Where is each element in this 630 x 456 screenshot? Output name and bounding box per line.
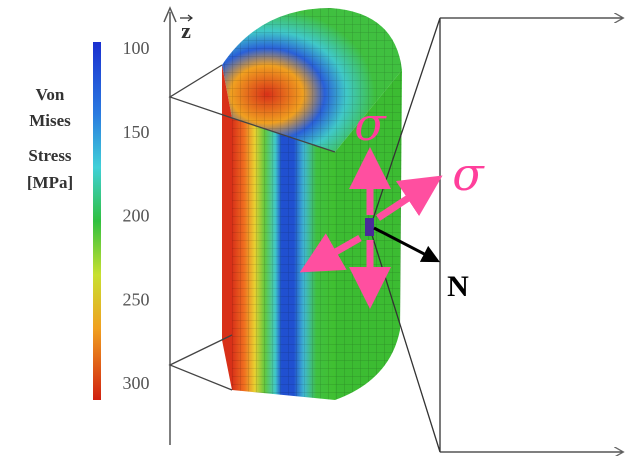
sigma-label: σ bbox=[452, 147, 485, 201]
sigma-label: σ bbox=[354, 97, 387, 151]
diagram: Von Mises Stress [MPa] 100 150 200 250 300 z… bbox=[0, 0, 630, 456]
tick-label: 300 bbox=[123, 373, 150, 393]
colorbar bbox=[93, 42, 101, 400]
tick-label: 200 bbox=[123, 206, 150, 226]
axis-label: z bbox=[181, 18, 191, 43]
colorbar-ticks: 100 150 200 250 300 bbox=[123, 38, 150, 393]
colorbar-title: Von Mises Stress [MPa] bbox=[27, 85, 73, 192]
tick-label: 150 bbox=[123, 122, 150, 142]
tick-label: 250 bbox=[123, 289, 150, 309]
title-line: [MPa] bbox=[27, 173, 73, 192]
title-line: Von bbox=[36, 85, 65, 104]
tick-label: 100 bbox=[123, 38, 150, 58]
normal-label: N bbox=[447, 270, 469, 303]
side-face bbox=[222, 65, 232, 390]
element bbox=[365, 218, 374, 236]
title-line: Stress bbox=[28, 146, 72, 165]
zoom-lines bbox=[372, 18, 622, 452]
title-line: Mises bbox=[29, 111, 71, 130]
